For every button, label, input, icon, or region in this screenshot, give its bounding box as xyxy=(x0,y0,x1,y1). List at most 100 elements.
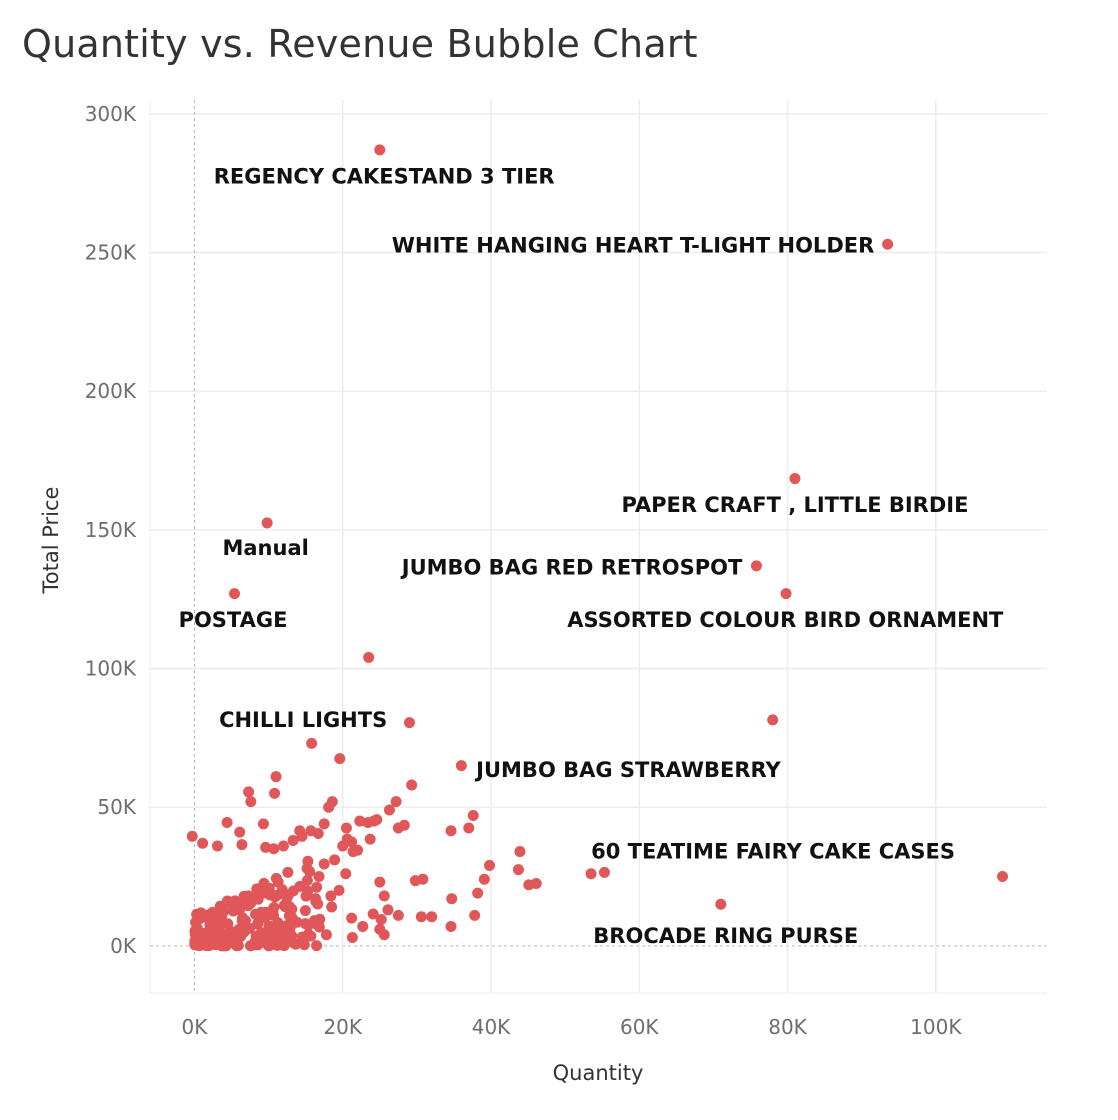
data-point xyxy=(374,876,386,888)
data-point xyxy=(715,898,727,910)
data-point xyxy=(325,890,337,902)
data-point xyxy=(270,771,282,783)
data-point xyxy=(313,871,325,883)
x-tick-label: 0K xyxy=(182,1015,209,1039)
data-point xyxy=(312,898,324,910)
y-tick-label: 250K xyxy=(85,241,137,265)
data-point xyxy=(218,906,230,918)
x-tick-label: 80K xyxy=(768,1015,807,1039)
data-point xyxy=(398,819,410,831)
y-axis-ticks: 0K 50K 100K 150K 200K 250K 300K xyxy=(85,102,137,958)
data-point xyxy=(364,833,376,845)
data-point xyxy=(243,786,255,798)
data-point xyxy=(268,843,280,855)
data-point xyxy=(284,927,296,939)
data-point xyxy=(378,890,390,902)
data-point xyxy=(221,897,233,909)
data-point xyxy=(195,907,207,919)
x-axis-title: Quantity xyxy=(553,1061,644,1085)
data-point xyxy=(371,814,383,826)
data-point xyxy=(305,825,317,837)
data-point xyxy=(281,892,293,904)
data-point xyxy=(512,864,524,876)
data-point xyxy=(340,822,352,834)
data-point xyxy=(271,939,283,951)
data-point xyxy=(882,238,894,250)
data-point xyxy=(445,920,457,932)
data-point xyxy=(367,908,379,920)
data-point xyxy=(298,939,310,951)
data-point xyxy=(514,846,526,858)
data-point xyxy=(236,839,248,851)
y-tick-label: 150K xyxy=(85,518,137,542)
data-point xyxy=(311,881,323,893)
point-label: POSTAGE xyxy=(179,608,288,632)
data-point xyxy=(269,787,281,799)
data-point xyxy=(382,904,394,916)
data-point xyxy=(530,877,542,889)
y-tick-label: 200K xyxy=(85,379,137,403)
point-annotations: REGENCY CAKESTAND 3 TIER WHITE HANGING HE… xyxy=(179,164,1004,948)
data-point xyxy=(585,868,597,880)
chart-title: Quantity vs. Revenue Bubble Chart xyxy=(22,22,698,66)
y-tick-label: 100K xyxy=(85,657,137,681)
data-point xyxy=(357,920,369,932)
data-point xyxy=(302,855,314,867)
data-point xyxy=(309,918,321,930)
y-tick-label: 0K xyxy=(110,934,137,958)
data-point xyxy=(750,560,762,572)
data-point xyxy=(268,909,280,921)
data-point xyxy=(333,884,345,896)
data-point xyxy=(337,840,349,852)
data-point xyxy=(446,893,458,905)
data-point xyxy=(186,830,198,842)
data-point xyxy=(306,737,318,749)
data-point xyxy=(598,866,610,878)
point-label: CHILLI LIGHTS xyxy=(219,708,387,732)
point-label: ASSORTED COLOUR BIRD ORNAMENT xyxy=(567,608,1004,632)
data-point xyxy=(261,517,273,529)
point-label: JUMBO BAG RED RETROSPOT xyxy=(400,555,743,579)
x-tick-label: 40K xyxy=(472,1015,511,1039)
data-points xyxy=(186,144,1009,952)
data-point xyxy=(282,866,294,878)
data-point xyxy=(409,875,421,887)
data-point xyxy=(463,822,475,834)
point-label: PAPER CRAFT , LITTLE BIRDIE xyxy=(621,493,968,517)
x-tick-label: 100K xyxy=(910,1015,962,1039)
x-axis-ticks: 0K 20K 40K 60K 80K 100K xyxy=(182,1015,963,1039)
data-point xyxy=(257,818,269,830)
data-point xyxy=(383,804,395,816)
data-point xyxy=(346,932,358,944)
x-tick-label: 60K xyxy=(620,1015,659,1039)
data-point xyxy=(287,834,299,846)
data-point xyxy=(484,859,496,871)
data-point xyxy=(445,825,457,837)
data-point xyxy=(318,858,330,870)
y-axis-title: Total Price xyxy=(39,487,63,595)
data-point xyxy=(211,840,223,852)
point-label: WHITE HANGING HEART T-LIGHT HOLDER xyxy=(392,234,875,258)
data-point xyxy=(301,874,313,886)
point-label: REGENCY CAKESTAND 3 TIER xyxy=(214,164,555,188)
data-point xyxy=(260,841,272,853)
data-point xyxy=(271,922,283,934)
data-point xyxy=(221,816,233,828)
data-point xyxy=(478,873,490,885)
data-point xyxy=(426,911,438,923)
data-point xyxy=(236,915,248,927)
data-point xyxy=(378,929,390,941)
data-point xyxy=(268,901,280,913)
data-point xyxy=(299,905,311,917)
data-point xyxy=(258,879,270,891)
data-point xyxy=(347,846,359,858)
point-label: Manual xyxy=(222,536,308,560)
data-point xyxy=(217,928,229,940)
data-point xyxy=(192,937,204,949)
data-point xyxy=(286,912,298,924)
y-tick-label: 50K xyxy=(97,795,136,819)
data-point xyxy=(374,144,386,156)
data-point xyxy=(392,909,404,921)
data-point xyxy=(780,588,792,600)
